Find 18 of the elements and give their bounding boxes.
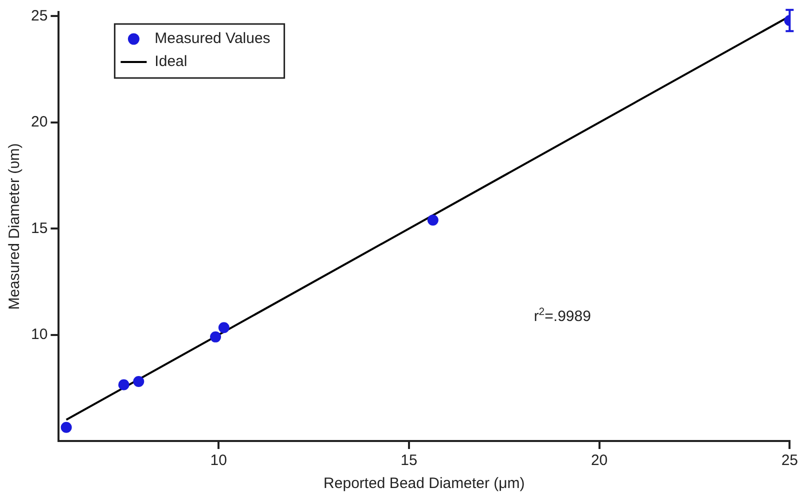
legend-label: Measured Values [154, 30, 270, 48]
point [427, 214, 438, 226]
x-tick-label: 25 [781, 452, 798, 470]
point [60, 422, 72, 433]
x-tick-label: 10 [210, 452, 227, 470]
y-tick-label: 25 [30, 7, 48, 24]
point [133, 376, 144, 388]
y-axis-title: Measured Diameter (υm) [6, 143, 24, 310]
y-tick-label: 10 [30, 326, 48, 343]
x-axis-title: Reported Bead Diameter (μm) [324, 475, 525, 492]
x-tick-label: 20 [590, 452, 608, 470]
y-tick-label: 20 [30, 114, 48, 131]
point [210, 331, 222, 342]
point [218, 322, 230, 334]
y-tick-label: 15 [30, 220, 48, 237]
legend-label: Ideal [154, 53, 188, 70]
point [118, 379, 130, 390]
x-tick-label: 15 [400, 452, 418, 470]
